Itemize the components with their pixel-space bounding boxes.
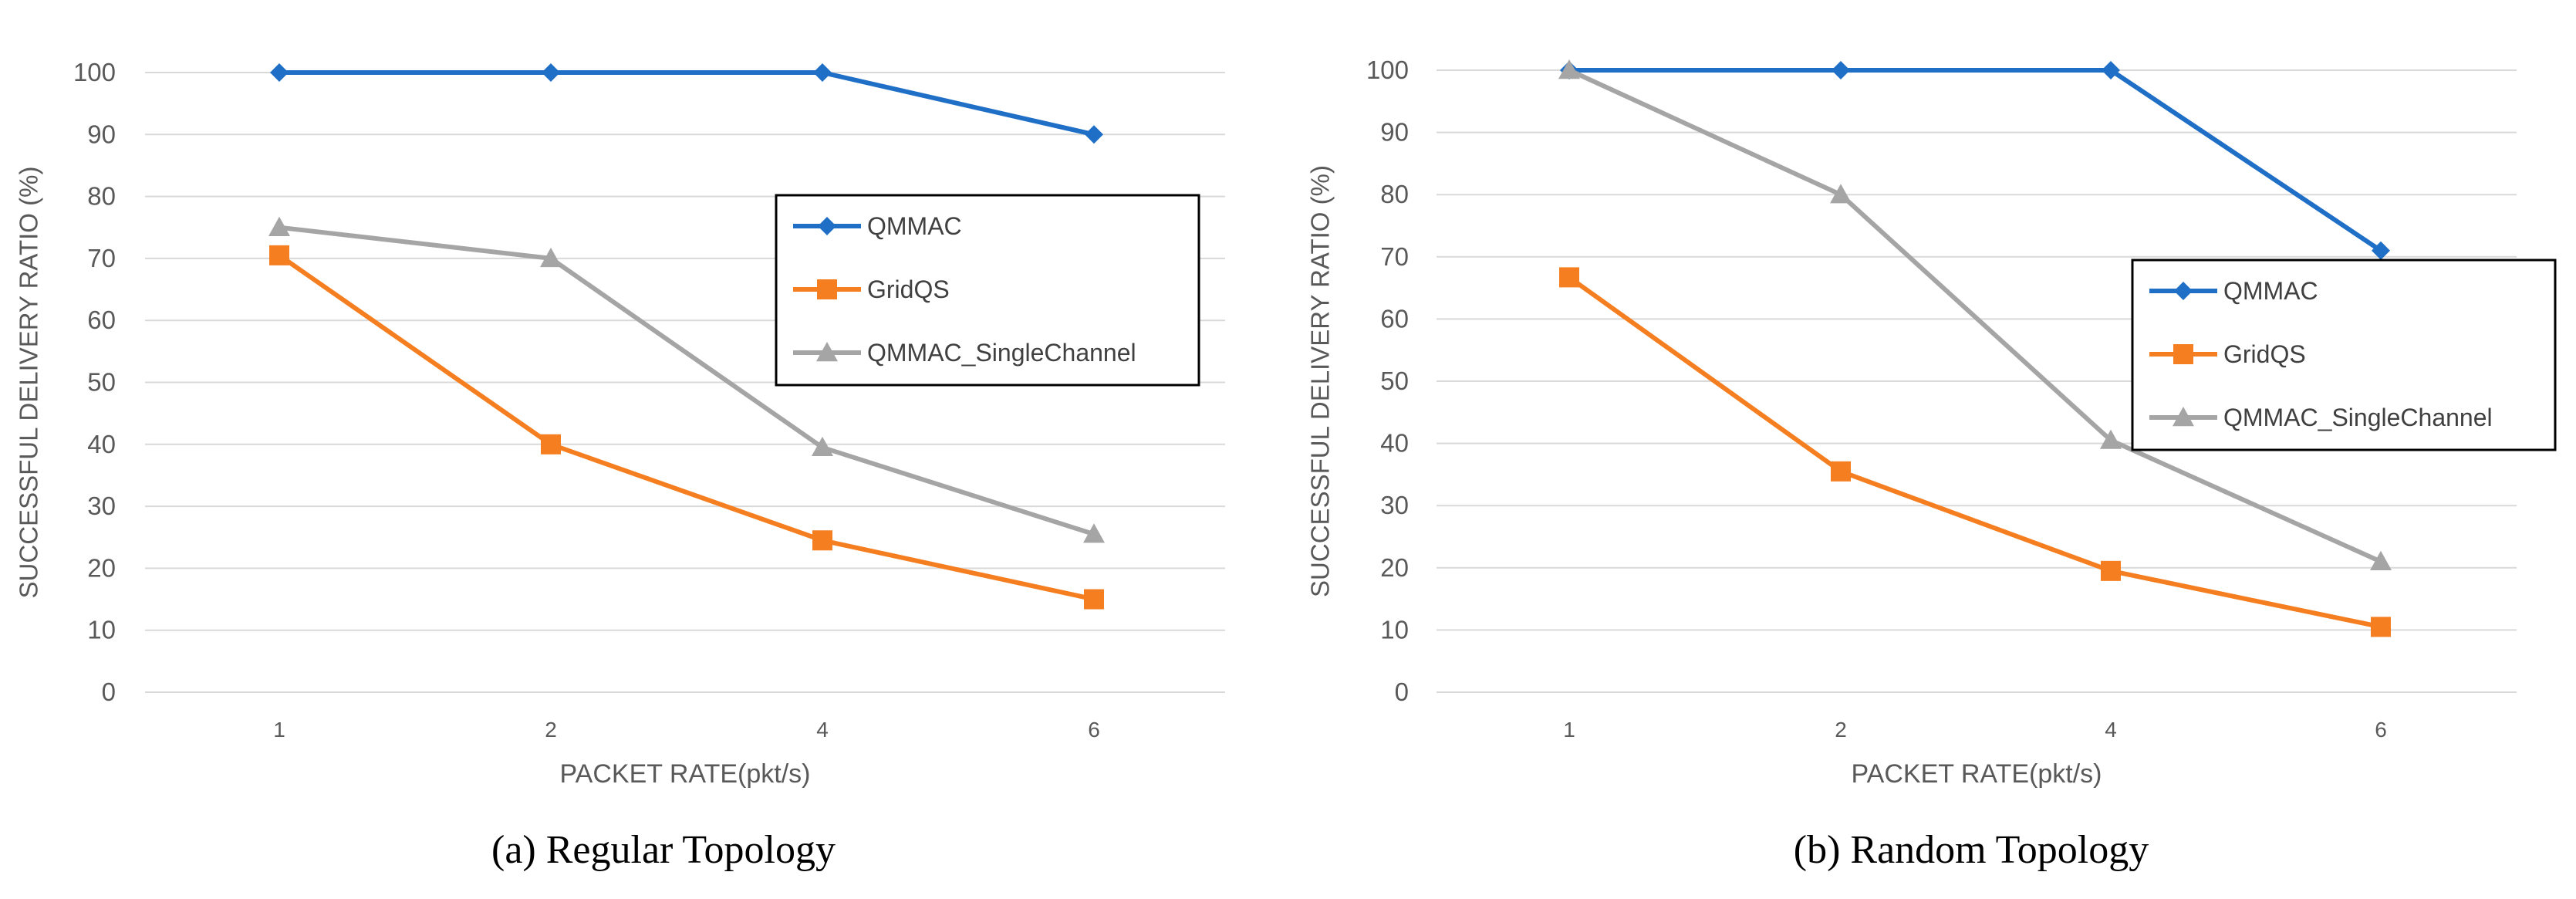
chart-regular-topology: 0 10 20 30 40 50 60 70 80 90 100 1 2 4 6 PACKET RATE(pk… [15, 58, 1225, 872]
y-tick-label: 100 [73, 58, 116, 86]
data-point-qmmac_singlechannel-4 [2100, 429, 2122, 449]
legend-marker-qmmac_singlechannel [816, 342, 838, 362]
data-point-qmmac-4 [2102, 61, 2120, 79]
data-point-qmmac_singlechannel-2 [1830, 184, 1852, 204]
data-point-gridqs-4 [812, 530, 832, 551]
y-tick-label: 10 [87, 616, 116, 644]
legend-marker-gridqs [2173, 344, 2193, 364]
data-point-qmmac-2 [1832, 61, 1850, 79]
series-line-qmmac [1569, 68, 2382, 253]
data-point-qmmac-4 [813, 63, 832, 82]
legend-label-qmmac: QMMAC [867, 212, 962, 240]
data-point-gridqs-1 [1559, 267, 1579, 288]
legend-label-qmmac: QMMAC [2223, 277, 2318, 305]
y-tick-label: 80 [87, 182, 116, 211]
series-line-gridqs [1568, 275, 2382, 630]
y-tick-label: 80 [1380, 180, 1409, 208]
y-tick-label: 30 [1380, 491, 1409, 519]
x-axis-label: PACKET RATE(pkt/s) [1852, 759, 2102, 789]
data-point-gridqs-1 [269, 245, 289, 265]
y-tick-label: 10 [1380, 615, 1409, 644]
x-tick-label: 4 [816, 718, 829, 742]
series-line-qmmac [279, 70, 1095, 137]
legend-label-qmmac_singlechannel: QMMAC_SingleChannel [867, 339, 1136, 367]
chart-caption: (b) Random Topology [1794, 828, 2149, 872]
legend-marker-qmmac [2174, 282, 2193, 300]
data-point-qmmac_singlechannel-2 [540, 247, 562, 268]
data-point-qmmac-6 [2372, 241, 2390, 260]
y-tick-label: 60 [1380, 304, 1409, 333]
chart-random-topology: 0 10 20 30 40 50 60 70 80 90 100 1 2 4 6 PACKET RATE(pk… [1306, 56, 2557, 872]
y-axis-label: SUCCESSFUL DELIVERY RATIO (%) [15, 167, 43, 599]
y-tick-label: 20 [87, 553, 116, 582]
x-tick-label: 6 [2375, 718, 2387, 742]
y-tick-label: 100 [1366, 56, 1409, 84]
y-tick-label: 60 [87, 306, 116, 334]
y-tick-label: 40 [1380, 429, 1409, 458]
y-tick-label: 50 [87, 368, 116, 397]
x-axis-label: PACKET RATE(pkt/s) [560, 759, 811, 789]
data-point-gridqs-6 [2371, 617, 2391, 637]
data-point-qmmac_singlechannel-6 [2370, 550, 2392, 570]
x-tick-label: 1 [273, 718, 285, 742]
legend-marker-qmmac_singlechannel [2173, 407, 2194, 427]
legend-label-gridqs: GridQS [2223, 340, 2306, 368]
y-tick-label: 40 [87, 430, 116, 458]
data-point-gridqs-6 [1084, 589, 1104, 610]
data-point-qmmac-1 [270, 63, 289, 82]
x-tick-label: 6 [1088, 718, 1100, 742]
y-tick-label: 50 [1380, 367, 1409, 395]
x-tick-label: 2 [545, 718, 557, 742]
y-tick-label: 20 [1380, 553, 1409, 582]
series-line-gridqs [278, 253, 1095, 602]
legend-label-gridqs: GridQS [867, 275, 950, 303]
x-tick-label: 4 [2105, 718, 2117, 742]
data-point-qmmac-2 [542, 63, 560, 82]
y-tick-label: 70 [1380, 242, 1409, 271]
data-point-gridqs-2 [1831, 461, 1851, 482]
y-tick-label: 30 [87, 492, 116, 520]
y-tick-label: 0 [102, 678, 116, 706]
x-tick-label: 2 [1835, 718, 1847, 742]
data-point-qmmac_singlechannel-1 [1558, 59, 1580, 79]
data-point-qmmac-6 [1085, 125, 1103, 144]
y-tick-label: 90 [87, 120, 116, 148]
series-line-qmmac_singlechannel [1568, 68, 2382, 564]
data-point-gridqs-2 [541, 434, 561, 455]
chart-caption: (a) Regular Topology [491, 828, 836, 872]
data-point-qmmac_singlechannel-6 [1083, 523, 1105, 543]
legend-marker-gridqs [817, 279, 837, 299]
data-point-gridqs-4 [2101, 560, 2121, 581]
y-axis-label: SUCCESSFUL DELIVERY RATIO (%) [1306, 165, 1335, 597]
legend-marker-qmmac [818, 217, 836, 235]
y-tick-label: 90 [1380, 118, 1409, 147]
data-point-qmmac_singlechannel-1 [268, 216, 290, 236]
series-line-qmmac_singlechannel [279, 225, 1095, 537]
x-tick-label: 1 [1563, 718, 1575, 742]
data-point-qmmac_singlechannel-4 [812, 436, 833, 457]
y-tick-label: 70 [87, 244, 116, 272]
y-tick-label: 0 [1395, 678, 1409, 706]
legend-label-qmmac_singlechannel: QMMAC_SingleChannel [2223, 404, 2493, 431]
